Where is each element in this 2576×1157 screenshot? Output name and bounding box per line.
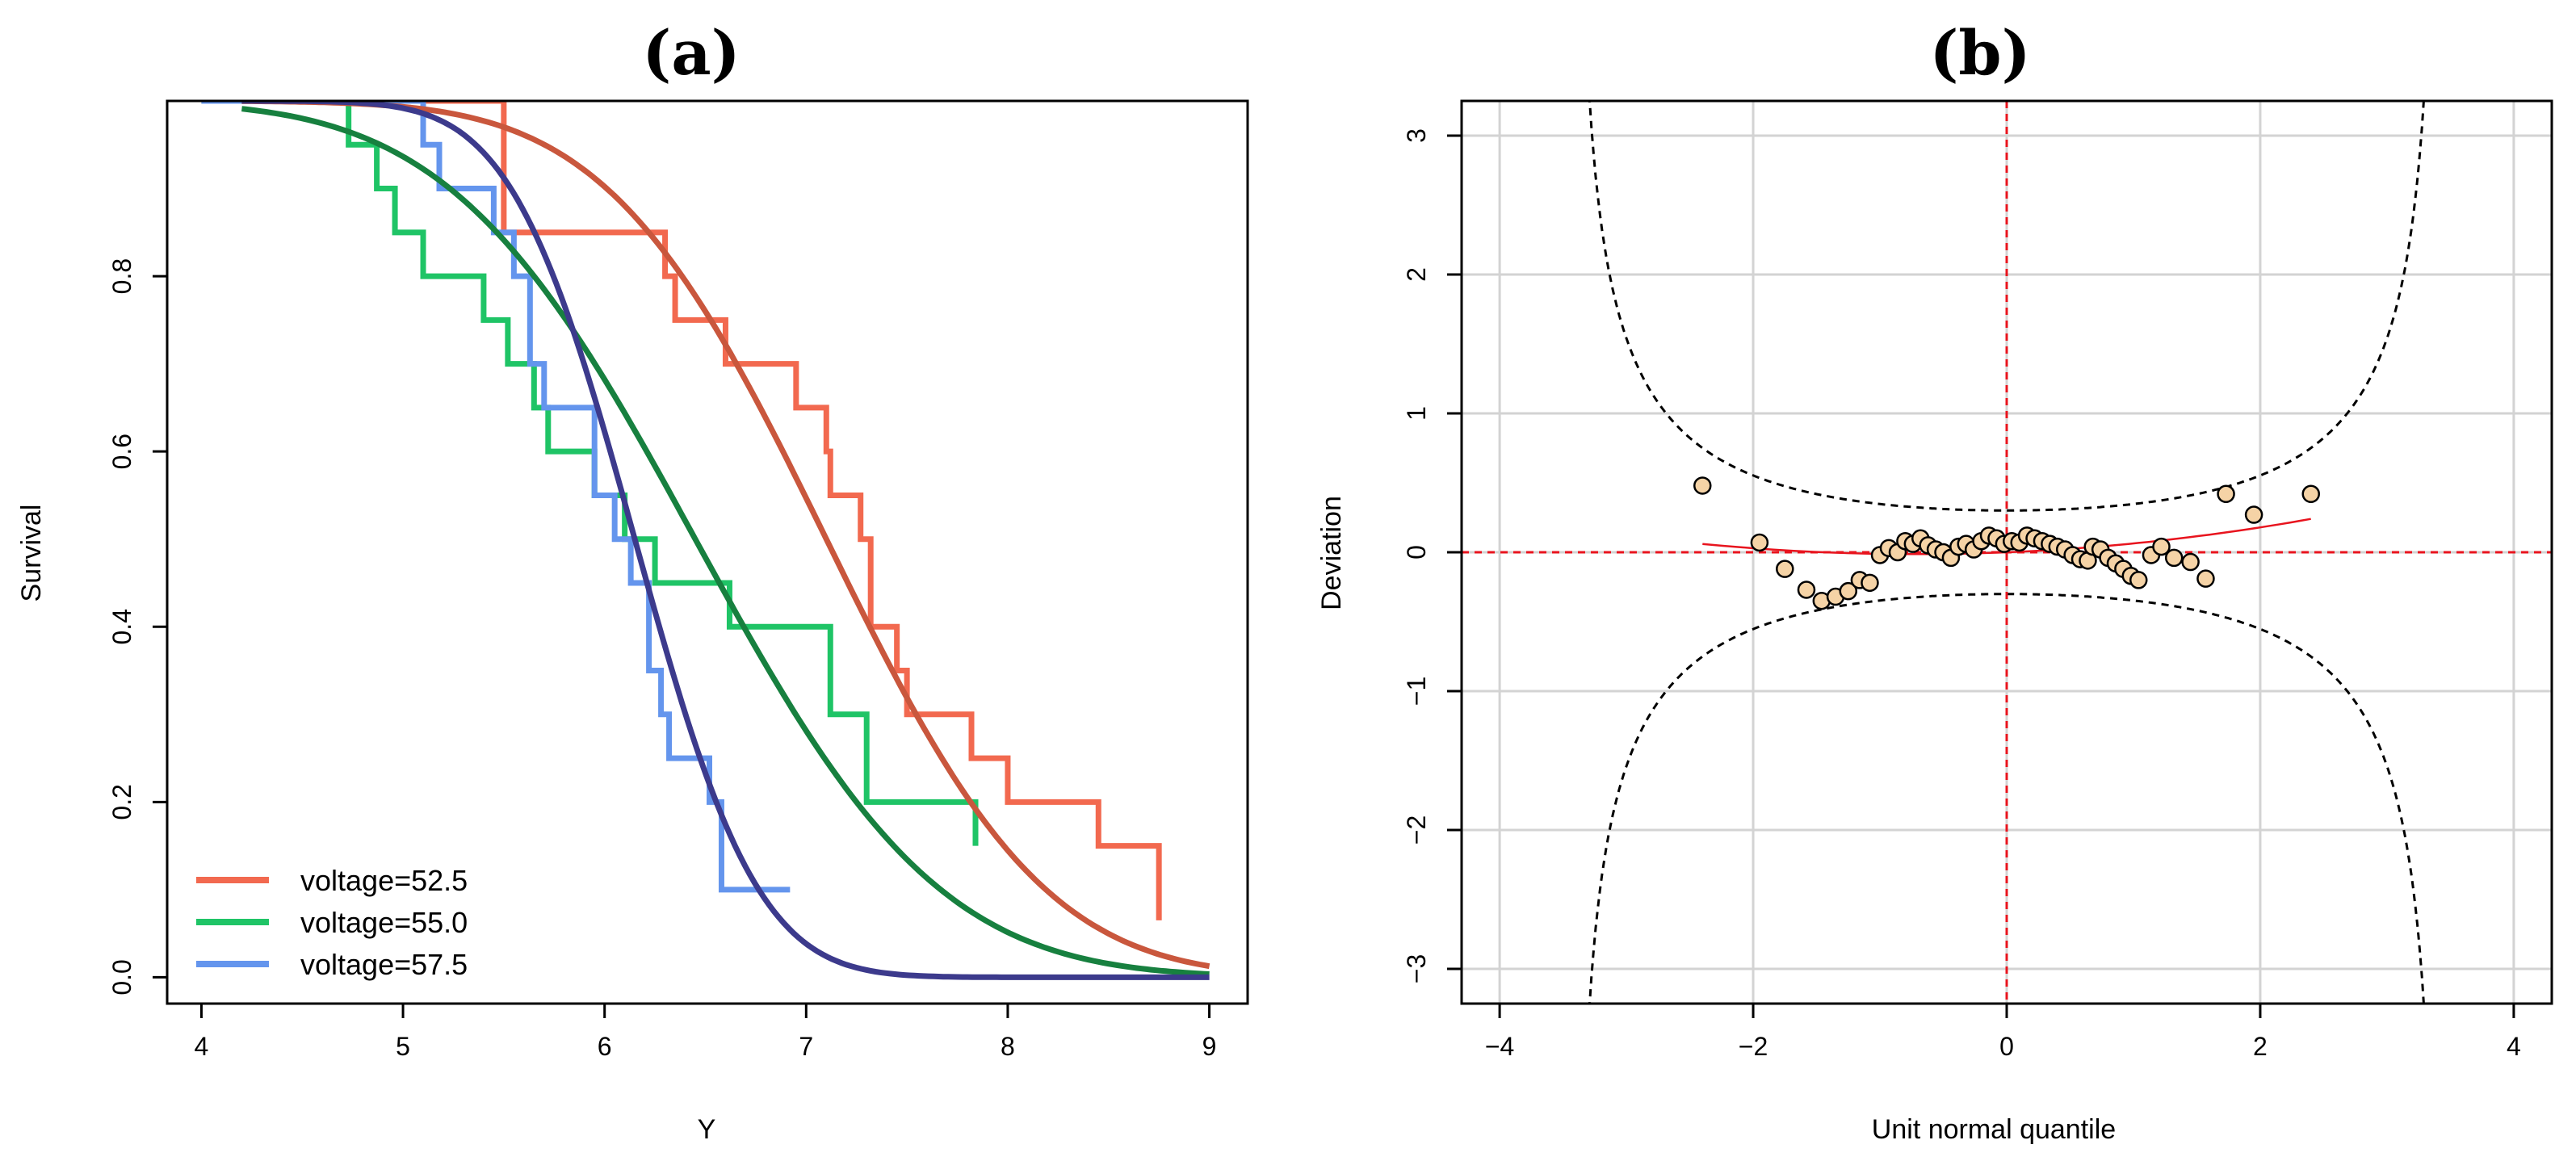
data-point: [1839, 581, 1858, 601]
panel-b-x-tick-label: −4: [1485, 1032, 1514, 1061]
panel-a-y-tick-label: 0.6: [107, 434, 136, 469]
panel-a-y-tick-label: 0.2: [107, 784, 136, 820]
fit-curve-voltage-52-5-fit: [241, 101, 1210, 970]
panel-b-x-tick-label: 2: [2253, 1032, 2268, 1061]
panel-b-x-tick-label: 0: [1999, 1032, 2014, 1061]
panel-b-x-tick-label: 4: [2507, 1032, 2521, 1061]
legend-label-2: voltage=57.5: [300, 948, 468, 981]
panel-a-survival-chart: (a) 4 5 6 7 8 9 0.0 0.2 0.4 0.6 0.8 Y Survival vo…: [16, 17, 1249, 1145]
legend-label-1: voltage=55.0: [300, 906, 468, 939]
panel-b-y-tick-label: −2: [1402, 815, 1431, 845]
panel-b-y-tick-label: 3: [1402, 128, 1431, 143]
km-step-voltage-57-5: [201, 101, 791, 893]
panel-b-confidence-band: [1588, 101, 2425, 1004]
panel-a-x-label: Y: [698, 1114, 716, 1145]
panel-b-y-tick-label: 1: [1402, 406, 1431, 421]
panel-b-x-axis: −4 −2 0 2 4: [1485, 1004, 2521, 1061]
lower-confidence-bound: [1588, 593, 2425, 1004]
data-point: [2244, 505, 2263, 524]
panel-b-deviation-chart: (b) −4 −2 0 2 4 −3 −2 −1 0 1 2 3 Unit normal quant…: [1316, 17, 2553, 1145]
fit-curve-voltage-55-0-fit: [241, 106, 1210, 977]
legend-label-0: voltage=52.5: [300, 864, 468, 897]
panel-a-y-tick-label: 0.8: [107, 258, 136, 294]
km-step-voltage-52-5: [201, 101, 1162, 920]
upper-confidence-bound: [1588, 101, 2425, 512]
panel-b-title: (b): [1929, 17, 2030, 89]
panel-a-x-tick-label: 7: [799, 1032, 813, 1061]
panel-a-y-tick-label: 0.0: [107, 959, 136, 995]
panel-b-y-tick-label: −3: [1402, 954, 1431, 983]
data-point: [2152, 537, 2171, 556]
panel-b-points: [1693, 476, 2320, 610]
panel-a-x-axis: 4 5 6 7 8 9: [195, 1004, 1217, 1061]
data-point: [2181, 552, 2200, 572]
fit-curve-voltage-57-5-fit: [241, 101, 1210, 980]
panel-a-y-label: Survival: [16, 505, 47, 602]
data-point: [2217, 484, 2235, 504]
panel-a-y-axis: 0.0 0.2 0.4 0.6 0.8: [107, 258, 167, 996]
panel-a-legend: voltage=52.5 voltage=55.0 voltage=57.5: [196, 864, 468, 981]
panel-b-y-label: Deviation: [1316, 496, 1347, 610]
panel-b-y-tick-label: 0: [1402, 545, 1431, 560]
data-point: [2129, 571, 2148, 589]
panel-a-y-tick-label: 0.4: [107, 609, 136, 644]
panel-a-x-tick-label: 6: [598, 1032, 612, 1061]
data-point: [2196, 569, 2215, 588]
panel-a-series: [201, 101, 1210, 980]
data-point: [1797, 581, 1816, 599]
panel-b-x-label: Unit normal quantile: [1872, 1114, 2116, 1145]
data-point: [2301, 484, 2320, 504]
panel-b-y-tick-label: −1: [1402, 677, 1431, 706]
panel-a-x-tick-label: 4: [195, 1032, 209, 1061]
panel-a-x-tick-label: 5: [396, 1032, 410, 1061]
panel-a-title: (a): [642, 17, 740, 89]
km-step-voltage-55-0: [201, 101, 979, 846]
data-point: [2164, 548, 2184, 568]
panel-a-plot-frame: [166, 99, 1249, 1005]
data-point: [1861, 573, 1879, 593]
panel-b-y-axis: −3 −2 −1 0 1 2 3: [1402, 128, 1462, 983]
panel-b-x-tick-label: −2: [1739, 1032, 1768, 1061]
data-point: [1750, 533, 1769, 552]
panel-b-y-tick-label: 2: [1402, 267, 1431, 282]
data-point: [1693, 476, 1712, 495]
panel-a-x-tick-label: 9: [1202, 1032, 1217, 1061]
data-point: [1776, 560, 1794, 578]
panel-a-x-tick-label: 8: [1001, 1032, 1015, 1061]
